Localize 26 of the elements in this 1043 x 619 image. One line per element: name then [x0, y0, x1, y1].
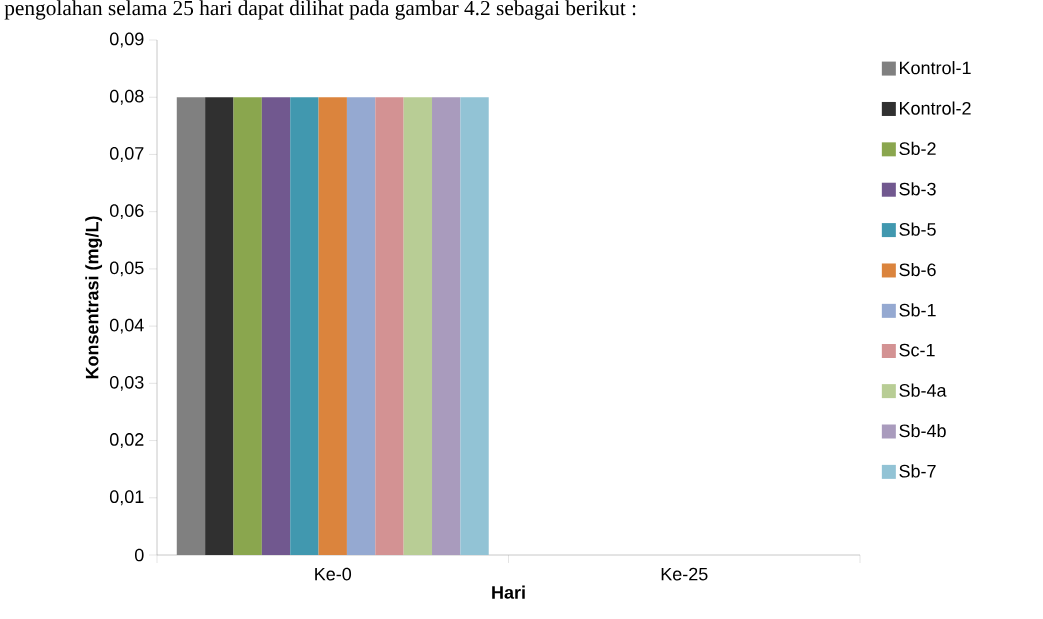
y-tick-label: 0,01 — [109, 490, 144, 506]
y-tick-label: 0,07 — [109, 147, 144, 162]
y-tick-label: 0,04 — [109, 318, 144, 334]
legend-label: Sb-6 — [899, 262, 936, 277]
legend-label: Kontrol-2 — [899, 101, 971, 115]
legend-label: Sb-5 — [899, 222, 936, 236]
y-tick-label: 0,03 — [109, 375, 144, 391]
y-tick-label: 0,05 — [109, 261, 144, 277]
legend-label: Kontrol-1 — [899, 61, 971, 75]
legend-label: Sb-7 — [899, 464, 936, 478]
legend-label: Sb-4b — [899, 423, 946, 438]
x-axis-title: Hari — [492, 585, 525, 599]
legend-label: Sb-1 — [899, 303, 936, 317]
legend-label: Sb-2 — [899, 141, 936, 156]
x-tick-label: Ke-25 — [661, 567, 708, 581]
legend-label: Sb-4a — [899, 383, 947, 397]
y-axis-title: Konsentrasi (mg/L) — [85, 216, 103, 379]
x-tick-label: Ke-0 — [315, 567, 352, 581]
legend-label: Sc-1 — [899, 343, 935, 357]
legend-label: Sb-3 — [899, 182, 936, 196]
y-tick-label: 0,06 — [109, 204, 144, 220]
text: pengolahan selama 25 hari dapat dilihat pada gambar 4.2 sebagai berikut : — [4, 0, 636, 20]
y-tick-label: 0,08 — [109, 89, 144, 105]
y-tick-label: 0,09 — [109, 32, 144, 48]
y-tick-label: 0 — [134, 548, 144, 562]
y-tick-label: 0,02 — [109, 433, 144, 448]
